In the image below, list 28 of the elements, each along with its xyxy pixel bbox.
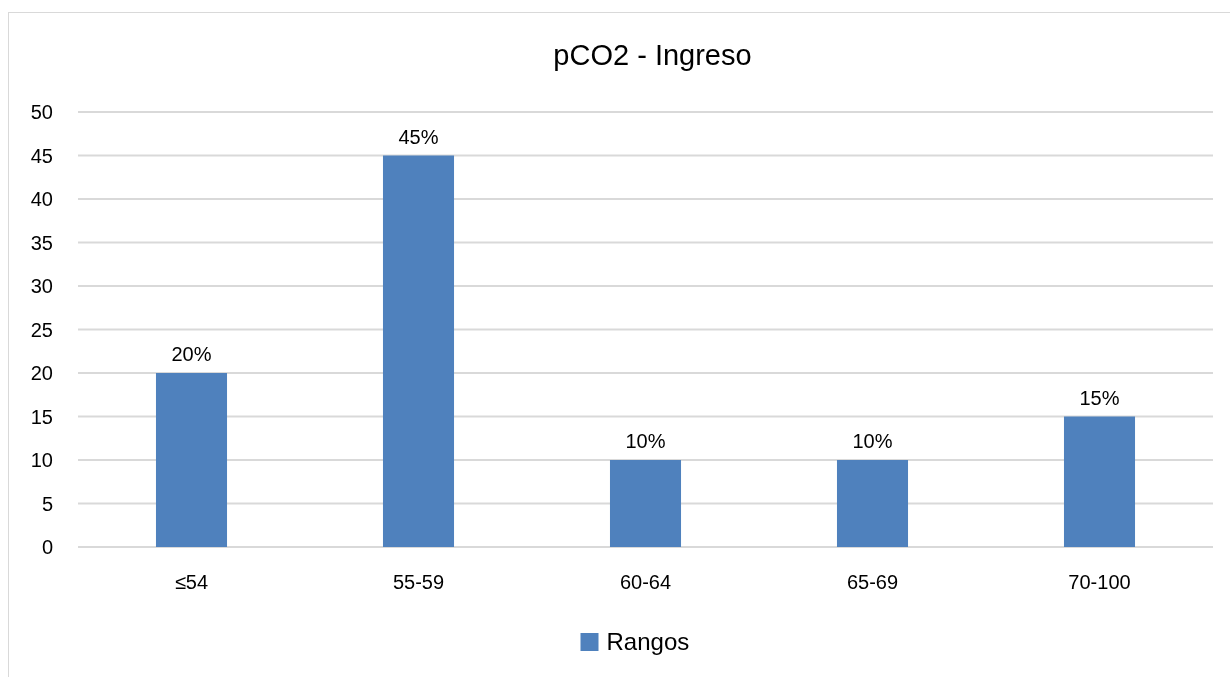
chart-title: pCO2 - Ingreso xyxy=(553,39,752,71)
legend-label: Rangos xyxy=(606,628,690,656)
bar xyxy=(155,373,228,547)
x-tick-label: 60-64 xyxy=(619,571,672,593)
y-tick-label: 25 xyxy=(30,318,53,341)
y-tick-label: 50 xyxy=(30,101,53,123)
x-tick-label: 55-59 xyxy=(392,571,445,593)
data-label: 10% xyxy=(852,430,893,452)
y-tick-label: 35 xyxy=(30,231,53,254)
x-tick-label: 70-100 xyxy=(1068,571,1131,593)
data-label: 15% xyxy=(1079,386,1120,409)
bar xyxy=(382,155,455,547)
y-tick-label: 40 xyxy=(30,188,53,210)
data-label: 20% xyxy=(171,343,212,365)
x-tick-label: ≤54 xyxy=(174,571,209,593)
y-tick-label: 15 xyxy=(30,405,53,428)
y-tick-label: 30 xyxy=(30,275,53,297)
bar xyxy=(1063,416,1136,547)
y-tick-label: 5 xyxy=(41,492,53,515)
y-tick-label: 10 xyxy=(30,449,53,471)
x-tick-label: 65-69 xyxy=(846,571,899,593)
data-label: 45% xyxy=(398,125,439,148)
bar xyxy=(836,460,909,547)
data-label: 10% xyxy=(625,430,666,452)
y-tick-label: 20 xyxy=(30,362,53,384)
bar xyxy=(609,460,682,547)
y-tick-label: 0 xyxy=(41,536,53,558)
y-tick-label: 45 xyxy=(30,144,53,167)
